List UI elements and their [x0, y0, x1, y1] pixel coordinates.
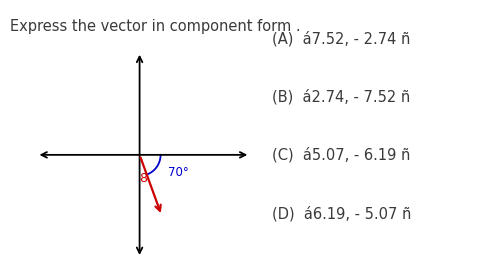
Text: 8: 8	[139, 172, 147, 185]
Text: (D)  á6.19, - 5.07 ñ: (D) á6.19, - 5.07 ñ	[272, 206, 411, 221]
Text: Express the vector in component form .: Express the vector in component form .	[10, 19, 300, 34]
Text: 70°: 70°	[168, 166, 189, 179]
Text: (A)  á7.52, - 2.74 ñ: (A) á7.52, - 2.74 ñ	[272, 31, 410, 46]
Text: (B)  á2.74, - 7.52 ñ: (B) á2.74, - 7.52 ñ	[272, 89, 410, 105]
Text: (C)  á5.07, - 6.19 ñ: (C) á5.07, - 6.19 ñ	[272, 147, 410, 163]
